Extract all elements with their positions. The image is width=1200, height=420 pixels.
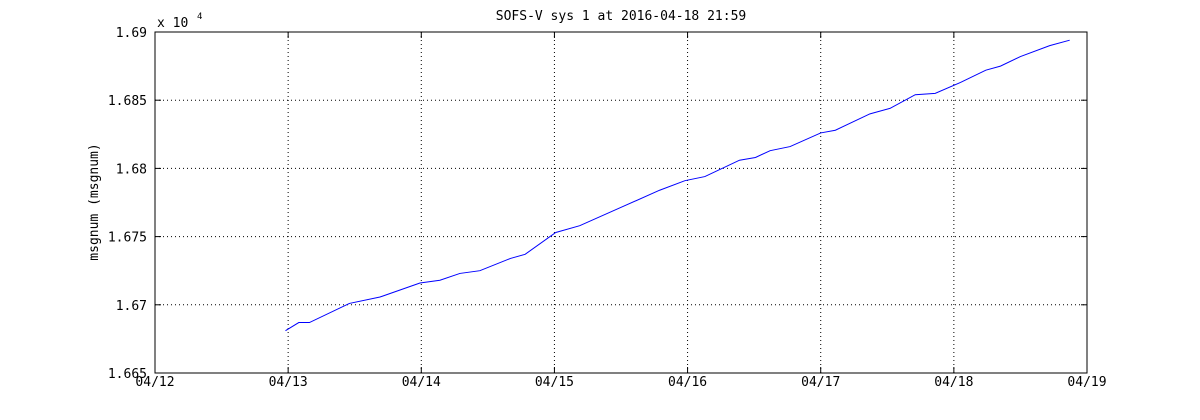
y-tick-label: 1.665: [108, 367, 147, 382]
y-tick-label: 1.675: [108, 231, 147, 246]
y-tick-label: 1.67: [116, 299, 147, 314]
x-tick-label: 04/19: [1067, 375, 1106, 390]
y-multiplier: x 10: [157, 16, 188, 31]
x-tick-label: 04/13: [269, 375, 308, 390]
y-multiplier-exponent: 4: [197, 12, 202, 22]
x-tick-label: 04/18: [934, 375, 973, 390]
y-tick-label: 1.69: [116, 26, 147, 41]
x-tick-label: 04/16: [668, 375, 707, 390]
y-tick-label: 1.685: [108, 94, 147, 109]
axes-box: [154, 31, 1088, 374]
x-tick-label: 04/12: [135, 375, 174, 390]
data-line: [285, 39, 1070, 332]
y-tick-label: 1.68: [116, 162, 147, 177]
x-tick-label: 04/15: [535, 375, 574, 390]
x-tick-label: 04/14: [402, 375, 441, 390]
y-axis-label: msgnum (msgnum): [87, 143, 102, 260]
x-tick-label: 04/17: [801, 375, 840, 390]
chart-title: SOFS-V sys 1 at 2016-04-18 21:59: [496, 9, 746, 24]
